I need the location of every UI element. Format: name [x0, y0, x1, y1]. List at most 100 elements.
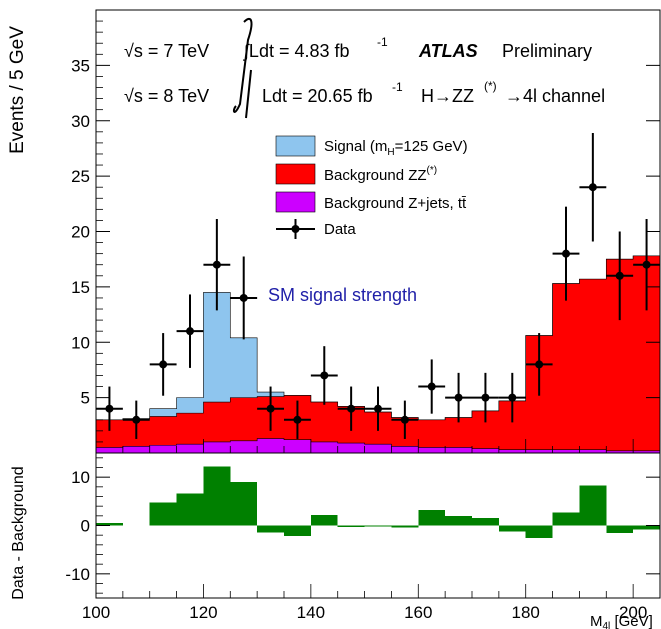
ratio-bar-16 — [525, 525, 553, 539]
data-point-15 — [508, 393, 517, 402]
experiment-label: ATLAS — [418, 41, 478, 61]
data-points — [96, 132, 660, 439]
outline-zz — [95, 255, 660, 453]
x-axis-label: M4l [GeV] — [590, 613, 653, 629]
status-label: Preliminary — [502, 41, 592, 61]
ratio-bar-6 — [257, 525, 284, 533]
legend-data-marker — [291, 225, 300, 233]
bar-zjets-15 — [498, 449, 526, 453]
ratio-ytick-label-1: 0 — [81, 517, 90, 536]
ratio-bar-17 — [552, 512, 580, 526]
legend-label-signal: Signal (mH=125 GeV) — [324, 138, 468, 158]
lumi-8tev-label: Ldt = 20.65 fb — [262, 86, 373, 106]
annotation-sm-signal-strength: SM signal strength — [268, 285, 417, 305]
ratio-xtick-label-5: 200 — [619, 603, 647, 622]
data-point-13 — [454, 393, 463, 402]
ratio-bar-11 — [391, 525, 419, 528]
channel-superscript: (*) — [484, 79, 497, 93]
data-point-20 — [642, 260, 651, 269]
ratio-bar-20 — [633, 525, 660, 530]
stack-layer-zjets — [95, 438, 660, 453]
ratio-bar-7 — [284, 525, 311, 537]
data-point-7 — [293, 415, 302, 424]
energy-7tev-label: √s = 7 TeV — [124, 41, 209, 61]
x-axis-label-main: M — [590, 613, 603, 629]
plot-header: √s = 7 TeV ∫Ldt = 4.83 fb -1 ATLAS Preli… — [124, 17, 605, 119]
ratio-xtick-label-1: 120 — [189, 603, 217, 622]
ratio-bar-0 — [96, 523, 123, 526]
data-point-17 — [562, 249, 570, 258]
data-point-18 — [588, 183, 597, 192]
main-plot: 5 10 15 20 25 30 35 — [71, 9, 661, 454]
data-point-3 — [186, 327, 194, 336]
legend-swatch-signal — [275, 135, 316, 157]
x-axis-label-sub: 4l — [603, 621, 611, 629]
main-ylabel: Events / 5 GeV — [7, 26, 28, 154]
bar-zjets-19 — [606, 450, 634, 453]
legend-label-zz-sup: (*) — [427, 165, 438, 176]
ratio-bar-13 — [445, 515, 472, 526]
legend-label-signal-main: Signal (m — [324, 138, 387, 155]
ratio-bar-2 — [149, 502, 177, 526]
data-point-9 — [347, 404, 356, 413]
legend-label-signal-sub: H — [387, 147, 394, 158]
lumi-8tev-unit: -1 — [392, 80, 403, 94]
main-ytick-label-4: 25 — [71, 167, 90, 186]
ratio-bar-3 — [176, 493, 204, 526]
lumi-7tev-label: ∫Ldt = 4.83 fb — [242, 41, 350, 61]
bar-zz-13 — [445, 417, 472, 453]
bar-zjets-6 — [257, 438, 284, 453]
bar-zjets-10 — [364, 444, 392, 453]
x-axis-label-unit: [GeV] — [610, 613, 653, 629]
main-ytick-label-2: 15 — [71, 278, 90, 297]
channel-label: H→ZZ — [421, 86, 474, 106]
data-point-5 — [239, 293, 248, 302]
ratio-ylabel: Data - Background — [10, 466, 27, 599]
data-point-10 — [374, 404, 382, 413]
main-y-ticks: 5 10 15 20 25 30 35 — [71, 20, 661, 453]
ratio-bar-14 — [472, 517, 499, 526]
bar-zjets-17 — [552, 449, 580, 453]
ratio-y-ticks: 10 0 -10 — [65, 457, 660, 594]
legend-label-zjets: Background Z+jets, tt̄ — [324, 195, 467, 212]
data-point-8 — [320, 371, 329, 380]
data-point-0 — [105, 404, 114, 413]
ratio-bar-5 — [230, 482, 258, 526]
ratio-bar-8 — [310, 514, 338, 526]
bar-zjets-9 — [337, 443, 365, 453]
data-point-2 — [159, 360, 168, 369]
ratio-xtick-label-4: 180 — [512, 603, 540, 622]
bar-zjets-3 — [176, 444, 204, 453]
ratio-xtick-label-3: 160 — [404, 603, 432, 622]
ratio-xtick-label-0: 100 — [82, 603, 110, 622]
data-point-16 — [535, 360, 544, 369]
legend-label-zz-main: Background ZZ — [324, 167, 427, 184]
data-point-1 — [132, 415, 141, 424]
data-point-14 — [481, 393, 490, 402]
ratio-bars — [96, 466, 660, 539]
data-point-12 — [427, 382, 436, 391]
bar-zz-17 — [552, 283, 580, 453]
ratio-ytick-label-2: -10 — [65, 565, 90, 584]
legend-swatch-zjets — [275, 191, 316, 213]
bar-zz-18 — [579, 279, 607, 453]
lumi-7tev-unit: -1 — [377, 35, 388, 49]
ratio-bar-19 — [606, 525, 634, 534]
main-ytick-label-6: 35 — [71, 56, 90, 75]
integral-sign-lower-icon — [245, 69, 252, 119]
bar-zjets-20 — [633, 450, 660, 453]
ratio-bar-4 — [203, 466, 231, 526]
legend-label-zz: Background ZZ(*) — [324, 165, 437, 184]
bar-zjets-8 — [310, 441, 338, 453]
bar-zjets-16 — [525, 449, 553, 453]
ratio-bar-12 — [418, 510, 446, 526]
ratio-ytick-label-0: 10 — [71, 468, 90, 487]
main-ytick-label-0: 5 — [81, 389, 90, 408]
data-point-6 — [266, 404, 275, 413]
data-point-4 — [212, 260, 221, 269]
main-ytick-label-5: 30 — [71, 112, 90, 131]
ratio-bar-15 — [498, 525, 526, 532]
outline-zjets — [95, 438, 660, 453]
